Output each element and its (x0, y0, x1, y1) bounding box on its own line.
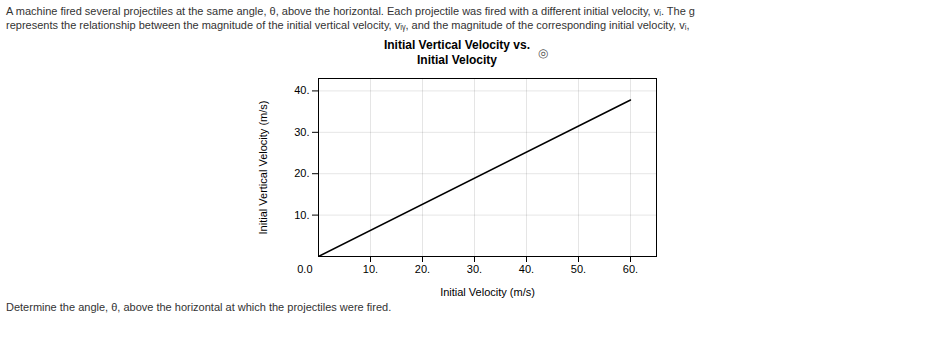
svg-text:30.: 30. (294, 126, 309, 138)
svg-text:50.: 50. (571, 263, 586, 275)
svg-text:Initial Velocity (m/s): Initial Velocity (m/s) (440, 286, 535, 298)
svg-text:60.: 60. (623, 263, 638, 275)
html-text:Initial Vertical Velocity vs.: Initial Vertical Velocity vs. Initial Ve… (384, 38, 530, 67)
svg-text:30.: 30. (467, 263, 482, 275)
svg-text:20.: 20. (294, 167, 309, 179)
svg-text:40.: 40. (519, 263, 534, 275)
svg-text:20.: 20. (415, 263, 430, 275)
html-text:A machine fired several projec: A machine fired several projectiles at t… (6, 5, 695, 17)
html-text:represents the relationship be: represents the relationship between the … (6, 19, 690, 31)
svg-text:10.: 10. (294, 209, 309, 221)
html-text:Determine the angle, θ, above: Determine the angle, θ, above the horizo… (6, 301, 392, 313)
svg-text:40.: 40. (294, 84, 309, 96)
svg-text:Initial Vertical Velocity (m/s: Initial Vertical Velocity (m/s) (257, 101, 269, 235)
svg-text:10.: 10. (363, 263, 378, 275)
svg-text:0.0: 0.0 (297, 263, 312, 275)
